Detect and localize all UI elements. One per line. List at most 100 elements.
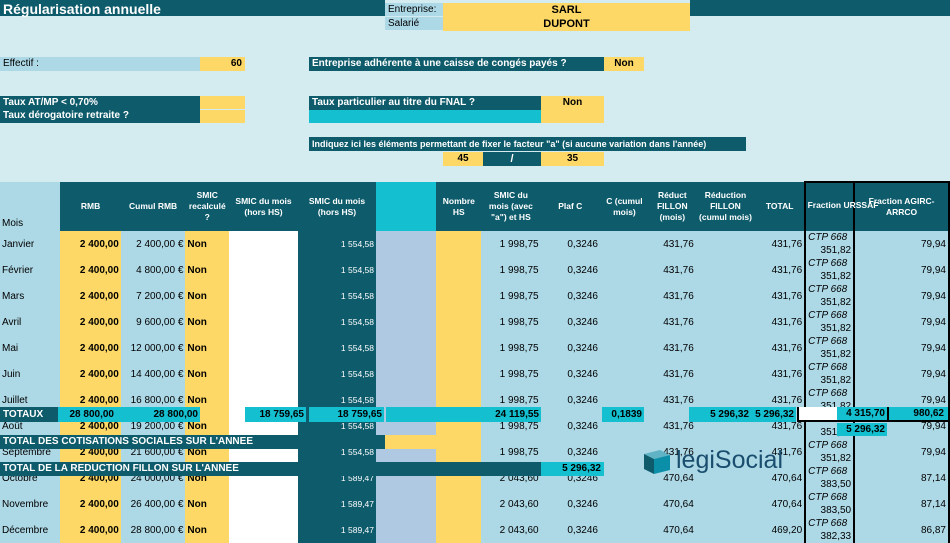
cumul-rmb-cell: 12 000,00 € bbox=[120, 335, 186, 361]
reduct-fillon-cell: 431,76 bbox=[648, 257, 696, 283]
fraction-urssaf-value: 351,82 bbox=[820, 271, 852, 282]
blank-cell bbox=[376, 309, 437, 335]
blank-cell bbox=[376, 517, 437, 543]
month-cell: Janvier bbox=[0, 231, 61, 257]
smic-recalcule-cell[interactable]: Non bbox=[185, 257, 230, 283]
reduct-fillon-cell: 431,76 bbox=[648, 335, 696, 361]
ctp-cell: CTP 668 351,82 bbox=[804, 283, 855, 309]
nombre-hs-cell[interactable] bbox=[436, 257, 482, 283]
smic-recalcule-cell[interactable]: Non bbox=[185, 231, 230, 257]
cube-logo-icon bbox=[644, 450, 670, 474]
nombre-hs-cell[interactable] bbox=[436, 283, 482, 309]
header-fraction-urssaf-a bbox=[804, 181, 855, 231]
employee-field[interactable]: DUPONT bbox=[443, 17, 690, 31]
rmb-cell[interactable]: 2 400,00 bbox=[60, 491, 121, 517]
header-bar-right bbox=[690, 0, 950, 16]
c-cumul-cell bbox=[599, 309, 649, 335]
header-c-cumul: C (cumul mois) bbox=[599, 182, 649, 231]
regularisation-table: Mois RMB Cumul RMB SMIC recalculé ? SMIC… bbox=[0, 181, 950, 543]
ctp-cell: CTP 668 382,33 bbox=[804, 517, 855, 543]
rmb-cell[interactable]: 2 400,00 bbox=[60, 361, 121, 387]
plaf-c-cell: 0,3246 bbox=[540, 361, 600, 387]
smic-recalcule-cell[interactable]: Non bbox=[185, 335, 230, 361]
effectif-field[interactable]: 60 bbox=[200, 57, 245, 71]
smic-recalcule-cell[interactable]: Non bbox=[185, 517, 230, 543]
header-rmb: RMB bbox=[60, 182, 121, 231]
totals-smic1: 18 759,65 bbox=[245, 407, 306, 422]
plaf-c-cell: 0,3246 bbox=[540, 231, 600, 257]
cumul-rmb-cell: 9 600,00 € bbox=[120, 309, 186, 335]
total-cell: 431,76 bbox=[755, 283, 806, 309]
fnal-label: Taux particulier au titre du FNAL ? bbox=[309, 96, 541, 110]
fraction-urssaf-value: 351,82 bbox=[820, 453, 852, 464]
reduction-cumul-cell bbox=[695, 309, 756, 335]
fraction-agirc-cell: 79,94 bbox=[853, 257, 950, 283]
total-cell: 431,76 bbox=[755, 335, 806, 361]
c-cumul-cell bbox=[599, 517, 649, 543]
fraction-agirc-cell: 79,94 bbox=[853, 335, 950, 361]
fnal-field[interactable]: Non bbox=[541, 96, 604, 123]
company-label: Entreprise: bbox=[385, 3, 443, 16]
c-cumul-cell bbox=[599, 439, 649, 465]
totals-urssaf-blank bbox=[797, 407, 837, 422]
fraction-urssaf-value: 351,82 bbox=[820, 375, 852, 386]
nombre-hs-cell[interactable] bbox=[436, 439, 482, 465]
rmb-cell[interactable]: 2 400,00 bbox=[60, 309, 121, 335]
facteur-right-field[interactable]: 35 bbox=[541, 152, 604, 166]
ctp-cell: CTP 668 351,82 bbox=[804, 335, 855, 361]
rmb-cell[interactable]: 2 400,00 bbox=[60, 517, 121, 543]
reduction-cumul-cell bbox=[695, 231, 756, 257]
nombre-hs-cell[interactable] bbox=[436, 361, 482, 387]
blank-cell bbox=[376, 257, 437, 283]
smic-recalcule-cell[interactable]: Non bbox=[185, 283, 230, 309]
smic-recalcule-cell[interactable]: Non bbox=[185, 491, 230, 517]
rmb-cell[interactable]: 2 400,00 bbox=[60, 231, 121, 257]
nombre-hs-cell[interactable] bbox=[436, 231, 482, 257]
header-total: TOTAL bbox=[755, 182, 806, 231]
header-smic-hors-hs-2: SMIC du mois (hors HS) bbox=[297, 182, 377, 231]
c-cumul-cell bbox=[599, 361, 649, 387]
cumul-rmb-cell: 28 800,00 € bbox=[120, 517, 186, 543]
conges-field[interactable]: Non bbox=[604, 57, 644, 71]
header-smic-hors-hs: SMIC du mois (hors HS) bbox=[229, 182, 298, 231]
fnal-underline bbox=[309, 110, 541, 123]
employee-label: Salarié bbox=[385, 17, 443, 30]
smic-mois-cell: 1 554,58 bbox=[297, 283, 377, 309]
plaf-c-cell: 0,3246 bbox=[540, 517, 600, 543]
totals-reduct-cumul: 5 296,32 bbox=[689, 407, 751, 422]
reduct-fillon-cell: 431,76 bbox=[648, 361, 696, 387]
smic-mois-cell: 1 554,58 bbox=[297, 335, 377, 361]
plaf-c-cell: 0,3246 bbox=[540, 387, 600, 413]
nombre-hs-cell[interactable] bbox=[436, 335, 482, 361]
ctp-cell: CTP 668 383,50 bbox=[804, 465, 855, 491]
smic-mois-cell: 1 589,47 bbox=[297, 517, 377, 543]
logo-text: legiSocial bbox=[676, 446, 784, 474]
table-row: Février 2 400,00 4 800,00 € Non 1 554,58 1 99… bbox=[0, 257, 950, 283]
rmb-cell[interactable]: 2 400,00 bbox=[60, 257, 121, 283]
plaf-c-cell: 0,3246 bbox=[540, 491, 600, 517]
rmb-cell[interactable]: 2 400,00 bbox=[60, 335, 121, 361]
fraction-urssaf-value: 351,82 bbox=[820, 323, 852, 334]
reduction-cumul-cell bbox=[695, 439, 756, 465]
plaf-c-cell: 0,3246 bbox=[540, 413, 600, 439]
smic-recalcule-cell[interactable]: Non bbox=[185, 309, 230, 335]
taux-retraite-field[interactable] bbox=[200, 110, 245, 123]
header-smic-avec-a: SMIC du mois (avec "a") et HS bbox=[481, 182, 541, 231]
fraction-urssaf-value: 382,33 bbox=[820, 531, 852, 542]
nombre-hs-cell[interactable] bbox=[436, 491, 482, 517]
taux-atmp-field[interactable] bbox=[200, 96, 245, 109]
facteur-left-field[interactable]: 45 bbox=[443, 152, 483, 166]
company-field[interactable]: SARL bbox=[443, 3, 690, 17]
ctp-code: CTP 668 bbox=[808, 336, 848, 347]
fraction-urssaf-value: 351,82 bbox=[820, 297, 852, 308]
rmb-cell[interactable]: 2 400,00 bbox=[60, 283, 121, 309]
nombre-hs-cell[interactable] bbox=[436, 517, 482, 543]
ctp-code: CTP 668 bbox=[808, 284, 848, 295]
smic-hors-hs-cell bbox=[229, 231, 298, 257]
smic-recalcule-cell[interactable]: Non bbox=[185, 361, 230, 387]
smic-hors-hs-cell bbox=[229, 491, 298, 517]
cumul-rmb-cell: 7 200,00 € bbox=[120, 283, 186, 309]
smic-mois-cell: 1 554,58 bbox=[297, 361, 377, 387]
taux-atmp-block: Taux AT/MP < 0,70% Taux dérogatoire retr… bbox=[0, 96, 200, 123]
nombre-hs-cell[interactable] bbox=[436, 309, 482, 335]
